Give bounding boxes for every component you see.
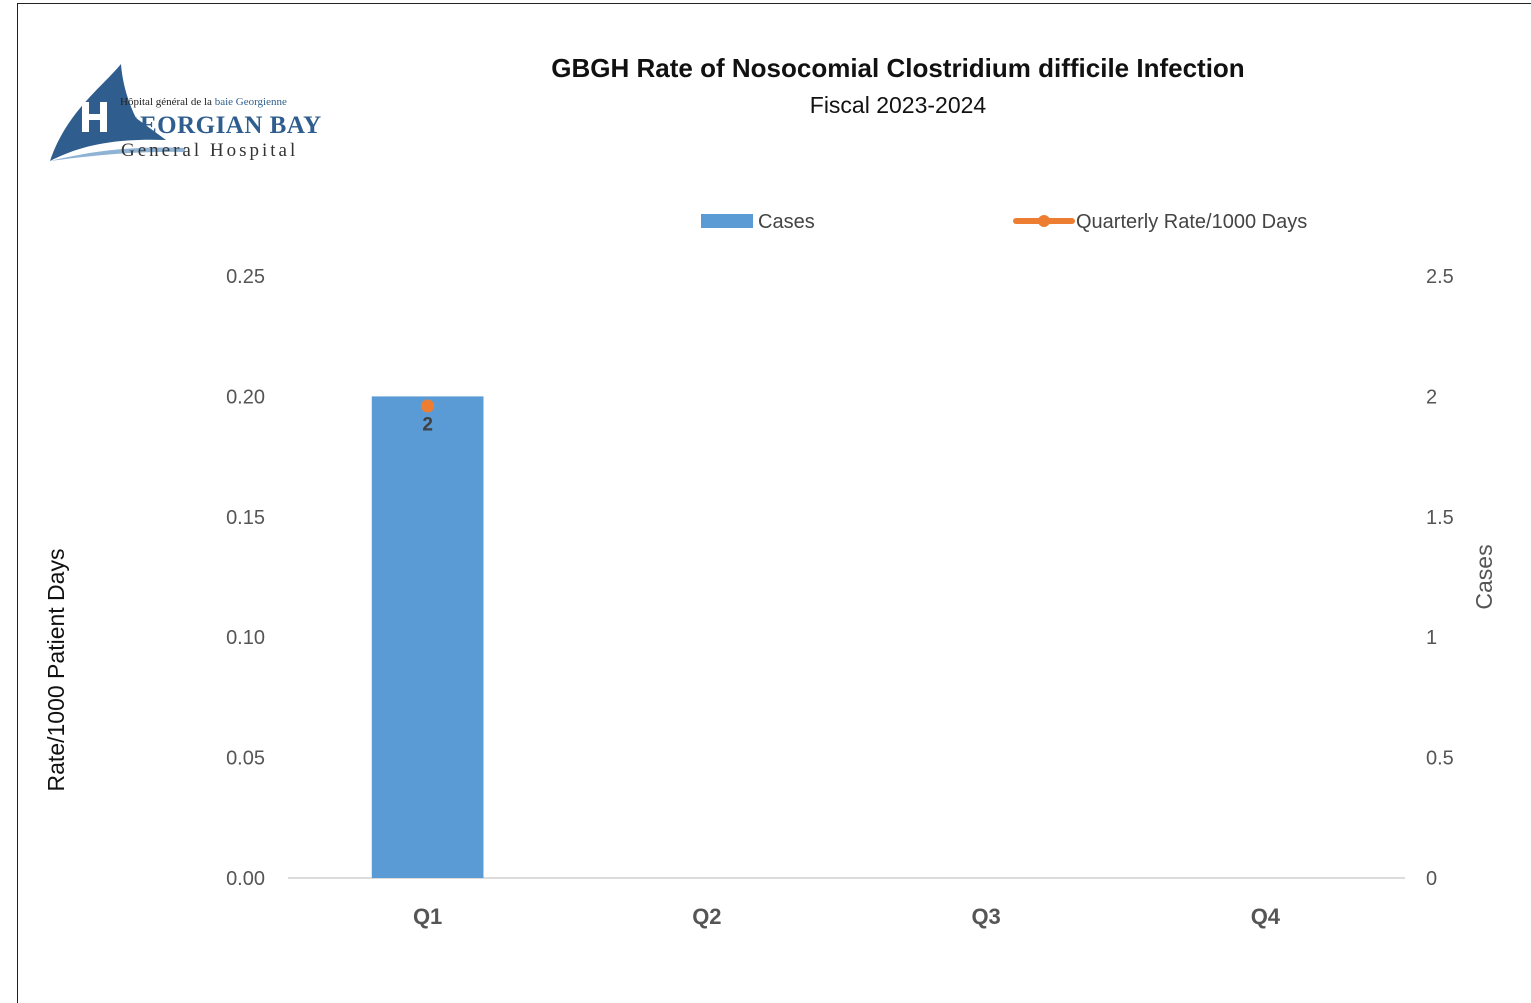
y-left-tick-label: 0.15 xyxy=(226,507,265,529)
y-axis-right-label: Cases xyxy=(1471,544,1497,609)
x-tick-label-q2: Q2 xyxy=(692,904,721,929)
chart-subtitle: Fiscal 2023-2024 xyxy=(810,92,987,118)
y-left-tick-label: 0.20 xyxy=(226,386,265,408)
legend-swatch-cases xyxy=(701,214,753,228)
x-tick-label-q3: Q3 xyxy=(971,904,1000,929)
y-axis-left-label: Rate/1000 Patient Days xyxy=(43,549,69,792)
logo-name: GEORGIAN BAY xyxy=(120,112,322,139)
logo-french-name: Hôpital général de la baie Georgienne xyxy=(120,96,287,108)
bar-cases-q1 xyxy=(371,396,484,878)
chart-title: GBGH Rate of Nosocomial Clostridium diff… xyxy=(551,53,1244,83)
sail-logo-icon xyxy=(50,64,186,161)
logo-subname: General Hospital xyxy=(121,140,299,161)
bar-series: 2 xyxy=(371,396,484,878)
line-series xyxy=(421,399,435,413)
chart-frame xyxy=(17,3,1531,1003)
y-axis-left-ticks: 0.00 0.05 0.10 0.15 0.20 0.25 xyxy=(226,266,265,890)
data-label-cases-q1: 2 xyxy=(422,414,433,435)
legend: Cases Quarterly Rate/1000 Days xyxy=(701,211,1307,233)
rate-point-q1 xyxy=(421,399,435,413)
y-left-tick-label: 0.25 xyxy=(226,266,265,288)
legend-label-rate: Quarterly Rate/1000 Days xyxy=(1076,211,1307,233)
legend-swatch-rate-marker xyxy=(1038,215,1050,227)
y-axis-right-ticks: 0 0.5 1 1.5 2 2.5 xyxy=(1426,266,1454,890)
y-left-tick-label: 0.10 xyxy=(226,627,265,649)
x-axis-ticks: Q1 Q2 Q3 Q4 xyxy=(413,904,1281,929)
x-tick-label-q4: Q4 xyxy=(1251,904,1281,929)
legend-label-cases: Cases xyxy=(758,211,815,233)
x-tick-label-q1: Q1 xyxy=(413,904,442,929)
y-left-tick-label: 0.05 xyxy=(226,748,265,770)
y-right-tick-label: 2 xyxy=(1426,386,1437,408)
y-right-tick-label: 1.5 xyxy=(1426,507,1454,529)
y-left-tick-label: 0.00 xyxy=(226,868,265,890)
y-right-tick-label: 1 xyxy=(1426,627,1437,649)
y-right-tick-label: 2.5 xyxy=(1426,266,1454,288)
y-right-tick-label: 0 xyxy=(1426,868,1437,890)
y-right-tick-label: 0.5 xyxy=(1426,748,1454,770)
